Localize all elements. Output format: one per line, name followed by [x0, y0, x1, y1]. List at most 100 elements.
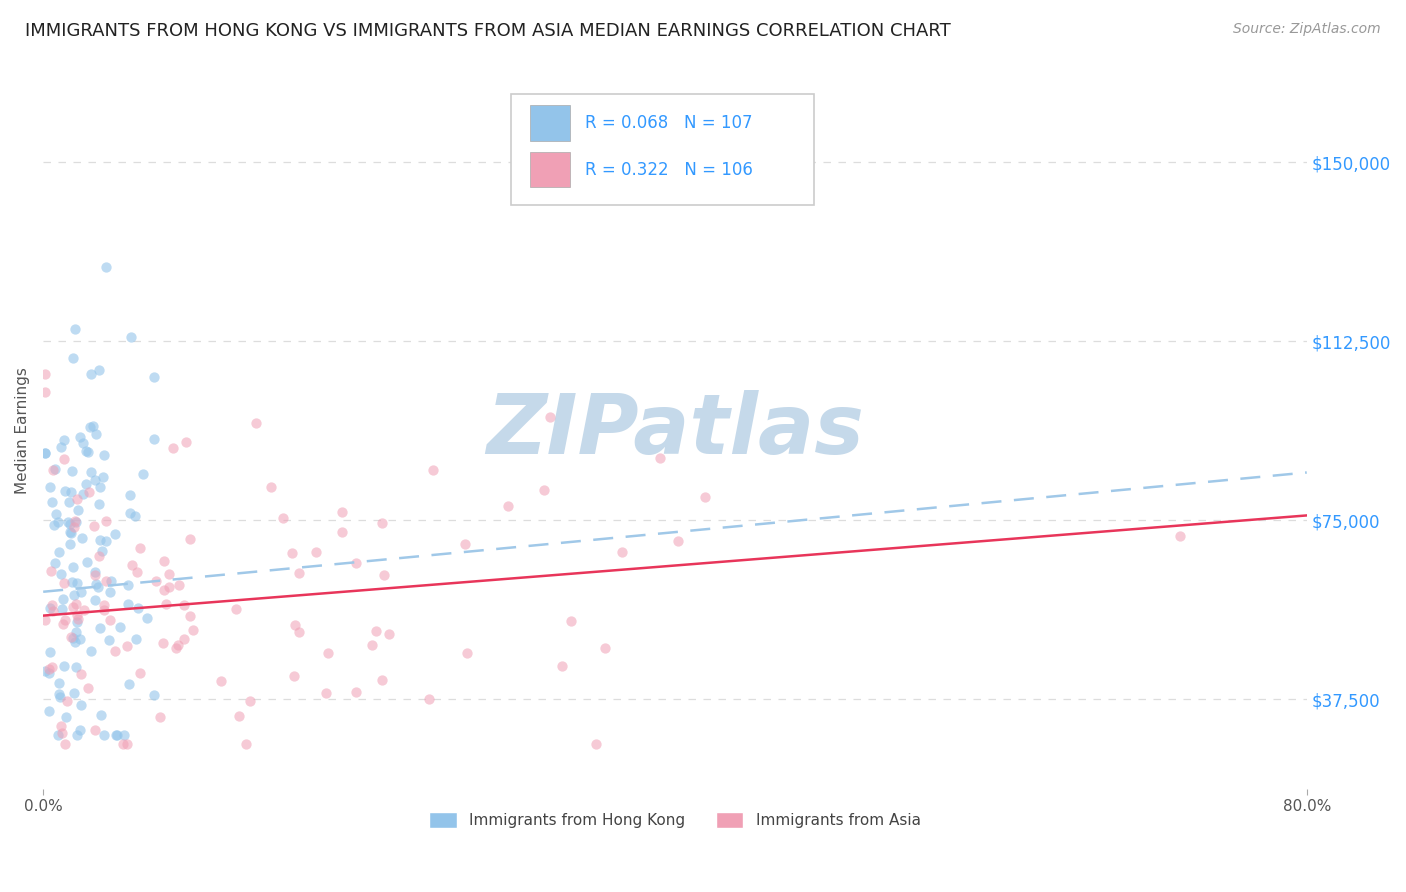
Point	[94, 534, 117, 549]
Point	[62, 599, 84, 614]
Point	[330, 505, 353, 519]
Point	[66, 615, 89, 629]
Point	[87, 497, 110, 511]
Point	[44, 556, 66, 570]
Point	[104, 527, 127, 541]
Point	[93, 448, 115, 462]
Point	[52, 659, 75, 673]
Point	[288, 625, 311, 640]
Point	[34, 446, 56, 460]
Point	[344, 557, 367, 571]
Point	[69, 667, 91, 681]
Point	[34, 665, 56, 679]
Point	[166, 640, 188, 655]
Point	[179, 532, 201, 546]
Point	[281, 546, 304, 560]
Point	[456, 646, 478, 660]
Point	[100, 613, 122, 627]
Point	[128, 665, 150, 680]
Point	[77, 485, 100, 500]
Point	[83, 474, 105, 488]
Point	[80, 465, 103, 479]
Point	[533, 483, 555, 497]
Point	[62, 560, 84, 574]
Point	[162, 441, 184, 455]
Point	[66, 612, 89, 626]
Point	[56, 693, 79, 707]
Point	[111, 738, 134, 752]
FancyBboxPatch shape	[530, 105, 569, 141]
Point	[100, 574, 122, 588]
Point	[149, 710, 172, 724]
Point	[80, 367, 103, 381]
Point	[371, 516, 394, 530]
Point	[70, 698, 93, 712]
Point	[93, 728, 115, 742]
Point	[53, 738, 76, 752]
Point	[46, 728, 69, 742]
Point	[75, 476, 97, 491]
Point	[48, 545, 70, 559]
Point	[105, 728, 128, 742]
Point	[496, 500, 519, 514]
Point	[41, 660, 63, 674]
Point	[89, 621, 111, 635]
Point	[73, 603, 96, 617]
Point	[41, 598, 63, 612]
Point	[72, 487, 94, 501]
Point	[152, 636, 174, 650]
Point	[142, 370, 165, 384]
Point	[560, 614, 582, 628]
Point	[62, 632, 84, 646]
Text: Source: ZipAtlas.com: Source: ZipAtlas.com	[1233, 22, 1381, 37]
Point	[60, 485, 83, 500]
Point	[63, 588, 86, 602]
Point	[318, 646, 340, 660]
Point	[104, 728, 127, 742]
Point	[245, 416, 267, 430]
Point	[128, 541, 150, 555]
Point	[453, 537, 475, 551]
Point	[62, 685, 84, 699]
Point	[38, 480, 60, 494]
Point	[93, 599, 115, 613]
Point	[98, 584, 121, 599]
Point	[51, 726, 73, 740]
Point	[90, 707, 112, 722]
Point	[42, 604, 65, 618]
Point	[72, 435, 94, 450]
Point	[87, 580, 110, 594]
Point	[132, 467, 155, 481]
Point	[118, 488, 141, 502]
Point	[104, 644, 127, 658]
Point	[169, 578, 191, 592]
Point	[34, 384, 56, 399]
Point	[153, 554, 176, 568]
Point	[666, 533, 689, 548]
Point	[65, 597, 87, 611]
Point	[41, 495, 63, 509]
Point	[305, 545, 328, 559]
Point	[89, 533, 111, 547]
Point	[63, 322, 86, 336]
Point	[65, 515, 87, 529]
Point	[39, 564, 62, 578]
Point	[94, 514, 117, 528]
Point	[65, 625, 87, 640]
Point	[84, 427, 107, 442]
Text: ZIPatlas: ZIPatlas	[486, 391, 863, 471]
Point	[93, 603, 115, 617]
Point	[51, 602, 73, 616]
Point	[371, 673, 394, 687]
Point	[83, 723, 105, 738]
Point	[118, 677, 141, 691]
Point	[65, 728, 87, 742]
Point	[179, 608, 201, 623]
Point	[538, 409, 561, 424]
Point	[610, 545, 633, 559]
Point	[120, 330, 142, 344]
Point	[66, 491, 89, 506]
Point	[145, 574, 167, 589]
Point	[176, 435, 198, 450]
Point	[44, 461, 66, 475]
